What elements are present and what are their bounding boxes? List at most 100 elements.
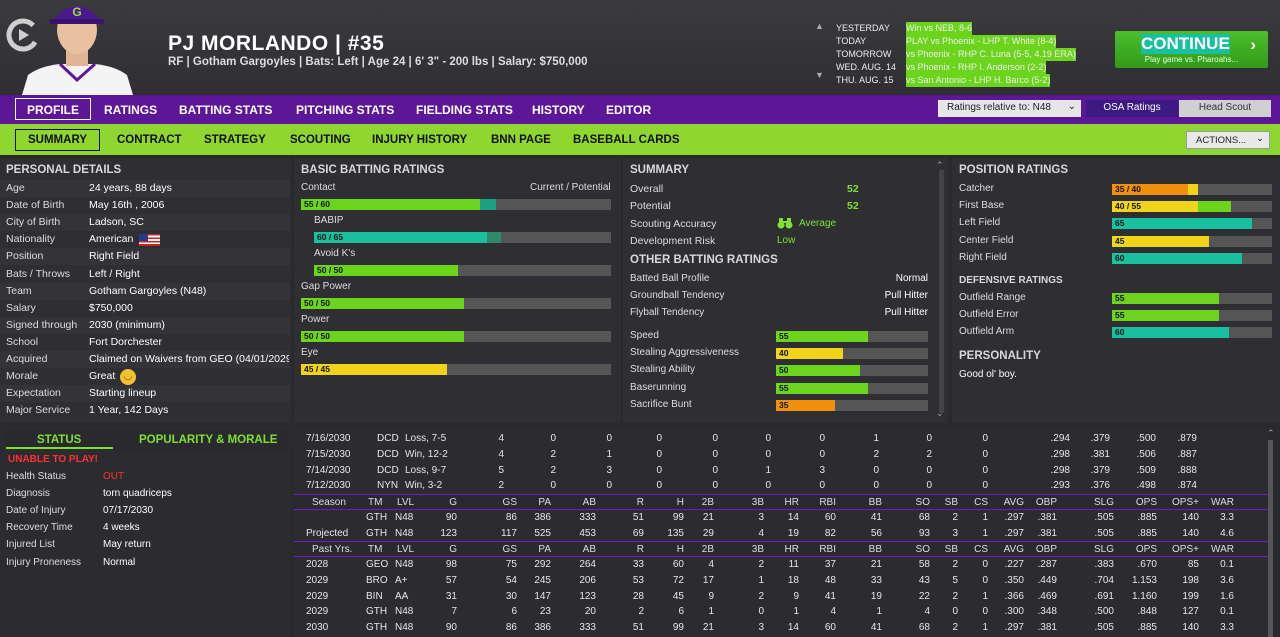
personality-title: PERSONALITY: [959, 350, 1041, 362]
detail-label: Salary: [6, 301, 36, 314]
tab-injury-history[interactable]: INJURY HISTORY: [372, 134, 468, 146]
tab-pitching-stats[interactable]: PITCHING STATS: [296, 103, 395, 117]
stats-cell: 1: [982, 622, 988, 634]
stats-row[interactable]: 7/12/2030 NYN Win, 3-2 2 0 0 0 0 0 0 0 0 0 .293 .376 .4…: [294, 478, 1268, 494]
status-value: torn quadriceps: [103, 488, 172, 500]
summary-scrollbar[interactable]: [939, 170, 944, 413]
personal-detail-row: Date of Birth May 16th , 2006: [0, 197, 290, 215]
schedule-row[interactable]: WED. AUG. 14 vs Phoenix - RHP I. Anderson…: [836, 61, 1047, 74]
stats-row[interactable]: 2028 GEO N48 98 75 292 264 33 60 4 2 11 37 21 58 2 0 .227…: [294, 557, 1268, 573]
stats-row[interactable]: 2029 GTH N48 7 6 23 20 2 6 1 0 1 4 1 4 0 0.300.348.500.8…: [294, 604, 1268, 620]
bar-fill: [776, 399, 835, 411]
bar-value: 55: [1115, 310, 1125, 321]
stats-scrollbar[interactable]: [1268, 440, 1273, 637]
stats-cell: 0: [952, 606, 958, 618]
stats-cell: 86: [505, 622, 517, 634]
stats-cell: OBP: [1035, 497, 1057, 508]
schedule-row[interactable]: THU. AUG. 15 vs San Antonio - LHP H. Barc…: [836, 74, 1051, 87]
schedule-row[interactable]: YESTERDAY Win vs NEB, 8-6: [836, 22, 973, 35]
ratings-relative-select[interactable]: Ratings relative to: N48 ⌄: [938, 100, 1081, 117]
bar-value: 40 / 55: [1115, 201, 1141, 212]
stats-cell: 0: [550, 433, 556, 444]
tab-status[interactable]: STATUS: [6, 431, 113, 449]
stats-cell: 0: [656, 448, 662, 460]
stats-row[interactable]: 2029 BIN AA 31 30 147 123 28 45 9 2 9 41 19 22 2 1.366.4…: [294, 589, 1268, 605]
tab-history[interactable]: HISTORY: [532, 103, 585, 117]
schedule-row[interactable]: TODAY PLAY vs Phoenix - LHP T. White (8-4…: [836, 35, 1057, 48]
stats-cell: .848: [1137, 606, 1157, 618]
actions-dropdown[interactable]: ACTIONS... ⌄: [1186, 131, 1270, 149]
stats-cell: 264: [579, 559, 596, 570]
schedule-down-arrow-icon[interactable]: ▼: [815, 70, 824, 80]
stats-cell: 21: [870, 559, 882, 570]
stats-cell: 3: [758, 512, 764, 523]
stats-scroll-up-icon[interactable]: ⌃: [1267, 428, 1275, 438]
stats-cell: 0: [765, 480, 771, 492]
stats-row[interactable]: 7/16/2030 DCD Loss, 7-5 4 0 0 0 0 0 0 1 0 0 .294 .379.…: [294, 431, 1268, 447]
tab-contract[interactable]: CONTRACT: [117, 134, 182, 146]
tab-strategy[interactable]: STRATEGY: [204, 134, 266, 146]
batting-rating-label: Power: [301, 314, 330, 325]
tab-popularity-morale[interactable]: POPULARITY & MORALE: [139, 434, 278, 446]
tab-baseball-cards[interactable]: BASEBALL CARDS: [573, 134, 680, 146]
osa-ratings-button[interactable]: OSA Ratings: [1086, 100, 1178, 117]
svg-text:G: G: [72, 5, 81, 19]
chevron-down-icon: ⌄: [1256, 133, 1264, 144]
stats-row[interactable]: 2030 GTH N48 90 86 386 333 51 99 21 3 14 60 41 68 2 1.29…: [294, 620, 1268, 636]
detail-label: Nationality: [6, 233, 56, 246]
stats-cell: 4: [758, 527, 764, 539]
stats-cell: .350: [1004, 574, 1024, 586]
stats-cell: 386: [534, 512, 551, 523]
tab-bnn-page[interactable]: BNN PAGE: [491, 134, 551, 146]
stats-row[interactable]: GTH N48 90 86 386 333 51 99 21 3 14 60 41 68 2 1.297.38…: [294, 510, 1268, 526]
stats-cell: 2B: [701, 497, 714, 508]
tab-profile[interactable]: PROFILE: [15, 98, 92, 120]
scroll-down-icon[interactable]: ⌄: [936, 408, 944, 418]
personal-detail-row: Acquired Claimed on Waivers from GEO (04/…: [0, 351, 290, 368]
us-flag-icon: [139, 234, 160, 247]
stats-cell: 82: [824, 527, 836, 539]
running-rating-label: Speed: [630, 330, 659, 341]
scroll-up-icon[interactable]: ⌃: [936, 160, 944, 170]
stats-row[interactable]: 7/15/2030 DCD Win, 12-2 4 2 1 0 0 0 0 2 2 0 .298 .381.…: [294, 447, 1268, 463]
tab-summary[interactable]: SUMMARY: [15, 129, 100, 151]
continue-button[interactable]: CONTINUE › Play game vs. Pharoahs...: [1115, 31, 1268, 68]
stats-cell: 0: [926, 433, 932, 444]
stats-cell: 2: [550, 448, 556, 460]
tab-ratings[interactable]: RATINGS: [104, 103, 158, 117]
sub-tabs: SUMMARY CONTRACT STRATEGY SCOUTING INJUR…: [0, 124, 1280, 155]
bar-fill: [301, 331, 464, 342]
tab-editor[interactable]: EDITOR: [606, 103, 652, 117]
stats-cell: LVL: [397, 544, 415, 555]
stats-cell: 11: [788, 559, 799, 570]
stats-cell: Loss, 7-5: [405, 433, 447, 444]
stats-row[interactable]: 7/14/2030 DCD Loss, 9-7 5 2 3 0 0 1 3 0 0 0 .298 .379.…: [294, 463, 1268, 479]
detail-value: 2030 (minimum): [89, 318, 165, 331]
stats-cell: A+: [395, 574, 408, 586]
stats-cell: 20: [584, 606, 596, 618]
stats-cell: OPS+: [1172, 544, 1199, 555]
tab-batting-stats[interactable]: BATTING STATS: [179, 103, 273, 117]
stats-row[interactable]: Projected GTH N48 123 117 525 453 69 135 29 4 19 82 5…: [294, 526, 1268, 542]
stats-cell: 0: [926, 464, 932, 476]
stats-cell: 86: [505, 512, 517, 523]
other-rating-label: Batted Ball Profile: [630, 273, 710, 284]
smiley-icon: ◡: [120, 369, 136, 386]
schedule-row[interactable]: TOMORROW vs Phoenix - RHP C. Luna (5-5, 4…: [836, 48, 1076, 61]
stats-cell: 140: [1182, 527, 1199, 539]
detail-label: Expectation: [6, 387, 61, 400]
stats-cell: AVG: [1003, 544, 1024, 555]
head-scout-button[interactable]: Head Scout: [1179, 100, 1271, 117]
stats-cell: 0: [982, 606, 988, 618]
bar-value: 65: [1115, 218, 1125, 229]
position-ratings-panel: POSITION RATINGS Catcher 35 / 40 First Bas…: [952, 158, 1280, 423]
stats-row[interactable]: 2029 BRO A+ 57 54 245 206 53 72 17 1 18 48 33 43 5 0 .350…: [294, 573, 1268, 589]
tab-fielding-stats[interactable]: FIELDING STATS: [416, 103, 513, 117]
stats-cell: .297: [1004, 512, 1024, 523]
stats-cell: TM: [368, 544, 383, 555]
stats-cell: 140: [1182, 512, 1199, 523]
schedule-up-arrow-icon[interactable]: ▲: [815, 21, 824, 31]
personal-detail-row: Expectation Starting lineup: [0, 385, 290, 403]
tab-scouting[interactable]: SCOUTING: [290, 134, 351, 146]
stats-cell: 93: [918, 527, 930, 539]
